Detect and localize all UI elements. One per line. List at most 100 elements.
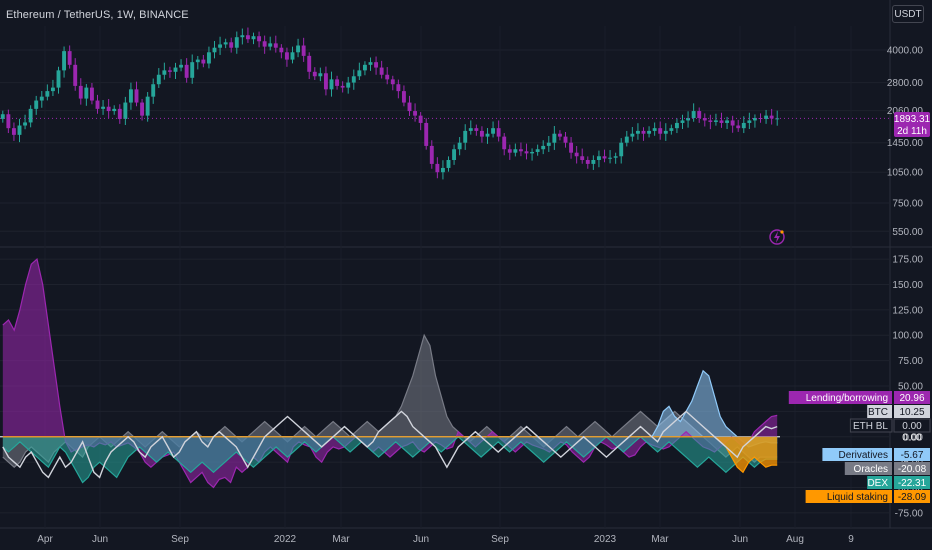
candle-body (580, 156, 585, 160)
line-dex (2, 435, 778, 484)
line-liquid-staking (2, 436, 778, 474)
candle-body (112, 108, 117, 112)
candle-body (596, 156, 601, 160)
currency-button[interactable]: USDT (892, 5, 924, 23)
candle-body (173, 67, 178, 72)
candle-body (145, 96, 150, 116)
candle-body (747, 120, 752, 123)
series-label-oracles: Oracles -20.08 (844, 462, 930, 475)
candle-body (741, 122, 746, 129)
candle-body (128, 89, 133, 103)
candle-body (479, 130, 484, 137)
series-name: Lending/borrowing (806, 393, 888, 404)
candle-body (234, 37, 239, 48)
candle-body (45, 91, 50, 97)
candle-body (195, 59, 200, 63)
candle-body (736, 125, 741, 129)
candle-body (262, 41, 267, 47)
candle-body (546, 142, 551, 146)
candle-body (680, 120, 685, 123)
candle-body (39, 96, 44, 101)
candle-body (307, 55, 312, 72)
candle-body (440, 167, 445, 173)
price-tick-label: 750.00 (892, 198, 923, 209)
candle-body (257, 36, 262, 42)
candle-body (574, 152, 579, 157)
candle-body (396, 84, 401, 92)
lightning-icon[interactable] (769, 229, 785, 245)
candle-body (123, 102, 128, 119)
series-name: Derivatives (839, 450, 888, 461)
candle-body (624, 136, 629, 143)
indicator-tick-label: 100.00 (892, 331, 923, 342)
candle-body (218, 44, 223, 48)
time-tick-label: Aug (786, 534, 804, 545)
candle-body (301, 45, 306, 56)
candle-body (390, 79, 395, 85)
series-value: 10.25 (899, 407, 924, 418)
candle-body (50, 87, 55, 92)
candle-body (89, 87, 94, 101)
time-tick-label: Mar (651, 534, 669, 545)
candle-body (468, 128, 473, 131)
series-label-lending-borrowing: Lending/borrowing 20.96 (788, 391, 930, 404)
time-tick-label: Jun (732, 534, 748, 545)
candle-body (251, 36, 256, 40)
candle-body (268, 43, 273, 47)
current-price-label: 1893.31 2d 11h (894, 112, 931, 137)
candle-body (329, 79, 334, 90)
candle-body (474, 128, 479, 131)
indicator-tick-label: -75.00 (895, 508, 924, 519)
time-tick-label: Jun (413, 534, 429, 545)
candle-body (719, 120, 724, 123)
candle-body (535, 149, 540, 152)
time-tick-label: Jun (92, 534, 108, 545)
candle-body (697, 111, 702, 119)
candle-body (385, 74, 390, 80)
series-value: -28.09 (898, 492, 927, 503)
indicator-series (2, 257, 778, 489)
candle-body (708, 120, 713, 122)
time-tick-label: Sep (491, 534, 509, 545)
candle-body (674, 122, 679, 129)
candle-body (401, 91, 406, 103)
candle-body (491, 128, 496, 134)
time-tick-label: 9 (848, 534, 854, 545)
candle-body (446, 159, 451, 168)
candle-body (95, 100, 100, 109)
series-label-eth-bl: ETH BL 0.00 (849, 418, 931, 433)
price-tick-label: 4000.00 (887, 45, 924, 56)
series-label-dex: DEX -22.31 (867, 476, 930, 489)
candle-body (156, 74, 161, 85)
candle-body (730, 120, 735, 126)
candle-body (552, 133, 557, 143)
series-value-labels: Lending/borrowing 20.96 BTC 10.25 ETH BL 0.00… (788, 391, 931, 503)
candle-body (452, 149, 457, 160)
candle-body (351, 76, 356, 83)
zero-value-label: 0.00 (902, 432, 922, 443)
time-axis: Apr Jun Sep 2022 Mar Jun Sep 2023 Mar Jun Aug 9 (37, 534, 854, 545)
candle-body (206, 52, 211, 64)
series-name: DEX (867, 478, 888, 489)
candle-body (362, 64, 367, 71)
candle-body (117, 108, 122, 119)
candle-body (513, 149, 518, 153)
price-tick-label: 1050.00 (887, 168, 924, 179)
candle-body (179, 64, 184, 68)
candlestick-series (0, 27, 890, 180)
candle-body (507, 149, 512, 153)
candle-body (34, 100, 39, 109)
candle-body (17, 125, 22, 135)
candle-body (485, 133, 490, 137)
indicator-tick-label: 75.00 (898, 356, 923, 367)
candle-body (162, 70, 167, 75)
candle-body (686, 118, 691, 121)
candle-body (335, 79, 340, 86)
indicator-tick-label: 125.00 (892, 305, 923, 316)
candle-body (273, 43, 278, 48)
series-value: 0.00 (902, 421, 922, 432)
candle-body (201, 59, 206, 64)
series-name: Liquid staking (827, 492, 888, 503)
candle-body (764, 115, 769, 119)
